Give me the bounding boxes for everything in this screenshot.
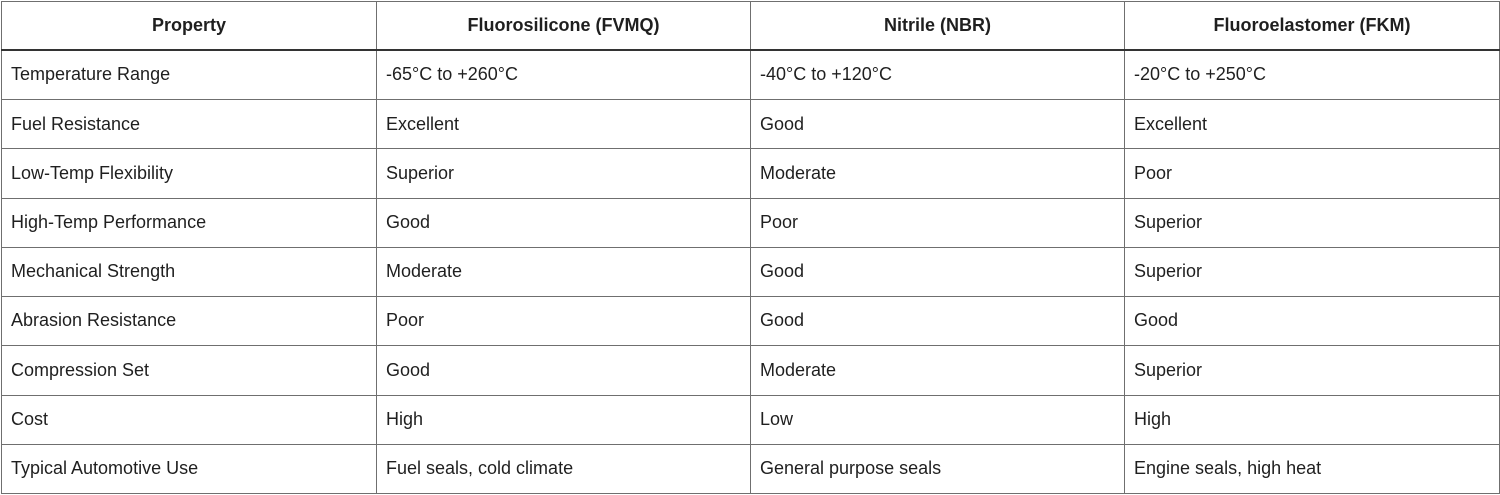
table-cell: -20°C to +250°C [1124,49,1500,101]
table-cell: Cost [1,394,377,445]
table-row: Compression Set Good Moderate Superior [1,345,1500,396]
table-cell: Abrasion Resistance [1,296,377,347]
table-cell: Typical Automotive Use [1,443,377,495]
table-cell: Fuel Resistance [1,99,377,150]
table-row: High-Temp Performance Good Poor Superior [1,197,1500,248]
table-cell: High [1124,394,1500,445]
table-cell: Excellent [1124,99,1500,150]
table-cell: Mechanical Strength [1,246,377,298]
table-row: Mechanical Strength Moderate Good Superi… [1,246,1500,298]
table-cell: Good [376,345,751,396]
table-row: Cost High Low High [1,394,1500,445]
header-cell-fkm: Fluoroelastomer (FKM) [1124,1,1500,51]
table-cell: Excellent [376,99,751,150]
table-cell: Superior [1124,197,1500,248]
table-cell: Poor [750,197,1125,248]
table-cell: Compression Set [1,345,377,396]
header-row: Property Fluorosilicone (FVMQ) Nitrile (… [1,1,1500,51]
table-cell: Superior [376,148,751,199]
table-cell: Good [750,296,1125,347]
table-cell: Superior [1124,246,1500,298]
table-cell: High [376,394,751,445]
table-cell: Poor [376,296,751,347]
table-cell: -65°C to +260°C [376,49,751,101]
table-cell: Temperature Range [1,49,377,101]
table-cell: Good [750,246,1125,298]
table-cell: Good [1124,296,1500,347]
table-cell: Low [750,394,1125,445]
table-cell: Good [376,197,751,248]
table-cell: Superior [1124,345,1500,396]
table-row: Low-Temp Flexibility Superior Moderate P… [1,148,1500,199]
table-row: Abrasion Resistance Poor Good Good [1,296,1500,347]
table-cell: Poor [1124,148,1500,199]
table-cell: General purpose seals [750,443,1125,495]
table-body: Temperature Range -65°C to +260°C -40°C … [1,49,1500,495]
table-row: Fuel Resistance Excellent Good Excellent [1,99,1500,150]
table-cell: Moderate [376,246,751,298]
table-cell: Good [750,99,1125,150]
table-cell: Moderate [750,345,1125,396]
table-cell: Moderate [750,148,1125,199]
header-cell-nbr: Nitrile (NBR) [750,1,1125,51]
table-cell: Engine seals, high heat [1124,443,1500,495]
table-cell: -40°C to +120°C [750,49,1125,101]
table-cell: High-Temp Performance [1,197,377,248]
table-cell: Fuel seals, cold climate [376,443,751,495]
header-cell-fvmq: Fluorosilicone (FVMQ) [376,1,751,51]
header-cell-property: Property [1,1,377,51]
table-header: Property Fluorosilicone (FVMQ) Nitrile (… [1,1,1500,51]
table-cell: Low-Temp Flexibility [1,148,377,199]
table-row: Typical Automotive Use Fuel seals, cold … [1,443,1500,495]
table-row: Temperature Range -65°C to +260°C -40°C … [1,49,1500,101]
